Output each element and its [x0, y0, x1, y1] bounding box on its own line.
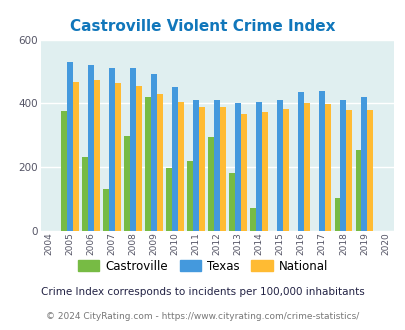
Text: Castroville Violent Crime Index: Castroville Violent Crime Index [70, 19, 335, 34]
Text: Crime Index corresponds to incidents per 100,000 inhabitants: Crime Index corresponds to incidents per… [41, 287, 364, 297]
Bar [61, 112, 67, 231]
Bar [198, 107, 205, 231]
Bar [229, 173, 235, 231]
Bar [339, 100, 345, 231]
Bar [214, 100, 220, 231]
Bar [367, 110, 372, 231]
Bar [283, 109, 288, 231]
Bar [193, 100, 198, 231]
Bar [319, 91, 324, 231]
Bar [277, 100, 283, 231]
Bar [178, 102, 183, 231]
Bar [303, 103, 309, 231]
Bar [345, 110, 351, 231]
Bar [67, 62, 73, 231]
Bar [220, 107, 226, 231]
Bar [157, 94, 162, 231]
Bar [262, 112, 267, 231]
Bar [355, 150, 360, 231]
Bar [187, 161, 193, 231]
Legend: Castroville, Texas, National: Castroville, Texas, National [73, 255, 332, 278]
Bar [166, 168, 172, 231]
Text: © 2024 CityRating.com - https://www.cityrating.com/crime-statistics/: © 2024 CityRating.com - https://www.city… [46, 312, 359, 321]
Bar [115, 82, 121, 231]
Bar [256, 102, 262, 231]
Bar [109, 68, 115, 231]
Bar [151, 74, 157, 231]
Bar [172, 87, 178, 231]
Bar [241, 114, 247, 231]
Bar [324, 104, 330, 231]
Bar [88, 65, 94, 231]
Bar [130, 68, 136, 231]
Bar [208, 137, 214, 231]
Bar [124, 136, 130, 231]
Bar [250, 208, 256, 231]
Bar [360, 97, 367, 231]
Bar [103, 188, 109, 231]
Bar [94, 81, 100, 231]
Bar [334, 197, 339, 231]
Bar [73, 82, 79, 231]
Bar [235, 103, 241, 231]
Bar [298, 92, 303, 231]
Bar [136, 86, 142, 231]
Bar [82, 157, 88, 231]
Bar [145, 97, 151, 231]
